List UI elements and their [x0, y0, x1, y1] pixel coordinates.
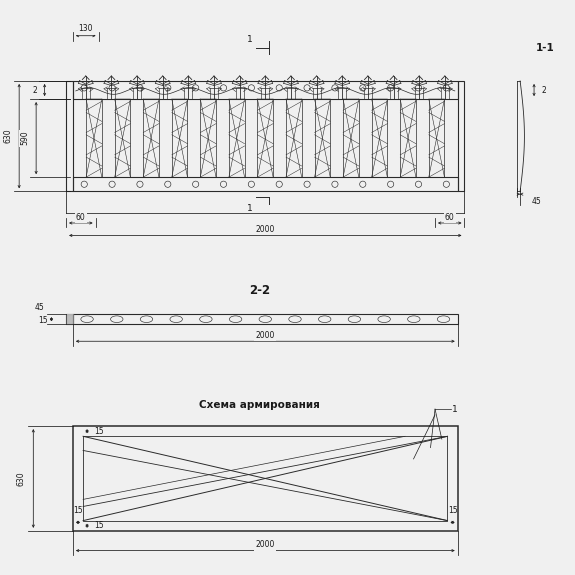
Bar: [83, 436, 447, 520]
Text: 15: 15: [94, 521, 104, 530]
Text: Схема армирования: Схема армирования: [199, 400, 320, 409]
Text: 630: 630: [16, 471, 25, 486]
Bar: [73, 81, 458, 99]
Text: 45: 45: [531, 197, 541, 206]
Text: 2000: 2000: [256, 225, 275, 234]
Text: 15: 15: [38, 316, 48, 325]
Text: 15: 15: [73, 506, 83, 515]
Polygon shape: [66, 314, 73, 324]
Bar: [73, 314, 458, 324]
Text: 45: 45: [35, 303, 45, 312]
Bar: [73, 426, 458, 531]
Text: 2000: 2000: [256, 331, 275, 340]
Text: 2: 2: [542, 86, 547, 94]
Text: 590: 590: [20, 131, 29, 145]
Text: 15: 15: [448, 506, 457, 515]
Text: 60: 60: [76, 213, 86, 222]
Text: 2000: 2000: [256, 540, 275, 550]
Text: 1: 1: [247, 34, 253, 44]
Text: 60: 60: [445, 213, 455, 222]
Bar: [73, 177, 458, 191]
Text: 1: 1: [452, 405, 458, 413]
Text: 1: 1: [247, 204, 253, 213]
Text: 630: 630: [3, 129, 12, 143]
Bar: [458, 81, 465, 191]
Text: 1-1: 1-1: [536, 43, 555, 53]
Text: 2-2: 2-2: [249, 284, 270, 297]
Text: 130: 130: [79, 24, 93, 33]
Text: 15: 15: [94, 427, 104, 436]
Text: 2: 2: [32, 86, 37, 94]
Bar: [66, 81, 73, 191]
